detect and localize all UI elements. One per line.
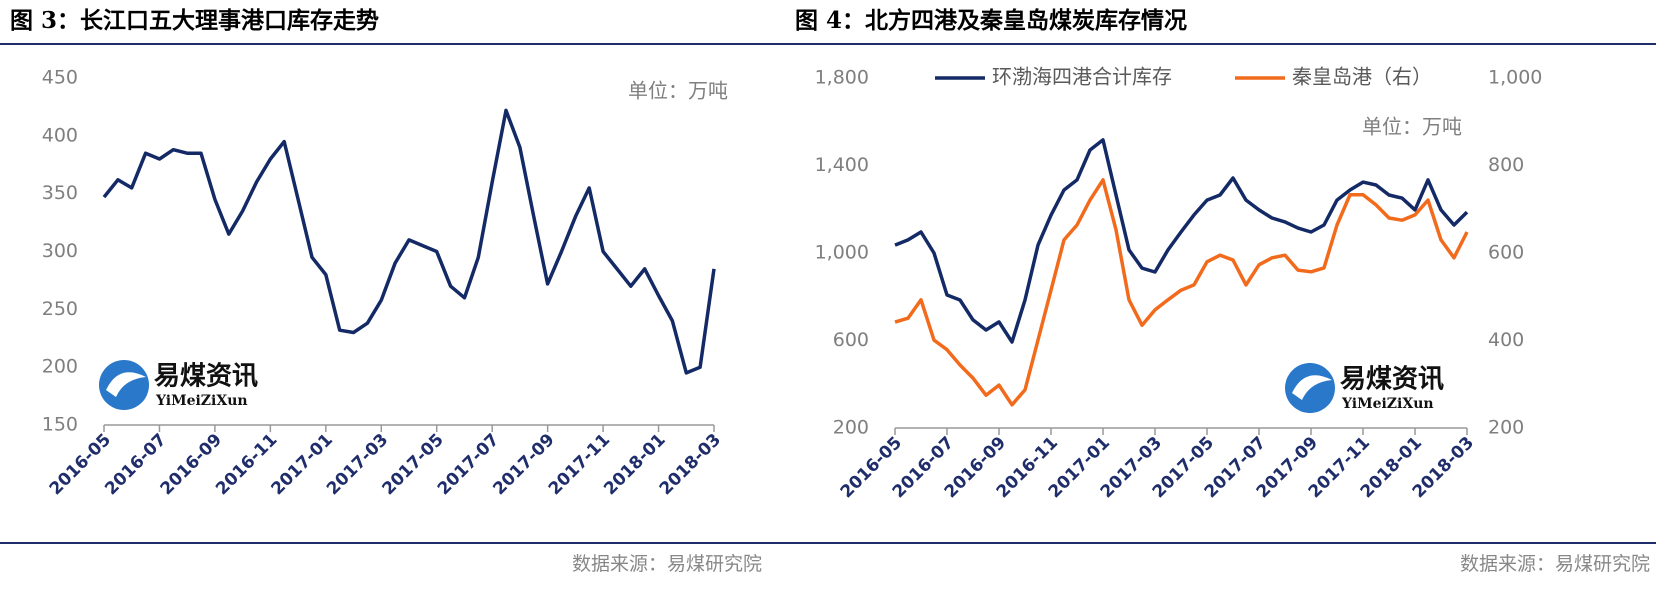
y2-tick-label: 1,000 (1488, 67, 1542, 89)
logo-subtitle: YiMeiZiXun (155, 393, 248, 409)
y-tick-label: 1,000 (815, 242, 869, 264)
unit-label: 单位：万吨 (1362, 115, 1462, 139)
y-tick-label: 400 (42, 124, 78, 146)
y-tick-label: 300 (42, 240, 78, 262)
x-tick-label: 2018-03 (656, 430, 725, 499)
logo-subtitle: YiMeiZiXun (1341, 396, 1434, 412)
y2-tick-label: 200 (1488, 417, 1524, 439)
y-tick-label: 1,400 (815, 154, 869, 176)
y-tick-label: 150 (42, 414, 78, 436)
y-tick-label: 600 (833, 329, 869, 351)
y-tick-label: 200 (833, 417, 869, 439)
logo-name: 易煤资讯 (154, 362, 258, 392)
y2-tick-label: 600 (1488, 242, 1524, 264)
logo-swoosh (1292, 375, 1332, 400)
logo-name: 易煤资讯 (1340, 365, 1444, 395)
source: 数据来源：易煤研究院 (572, 553, 762, 575)
y2-tick-label: 400 (1488, 329, 1524, 351)
y-tick-label: 200 (42, 356, 78, 378)
chart-title: 图 3：长江口五大理事港口库存走势 (10, 7, 379, 34)
y-tick-label: 1,800 (815, 67, 869, 89)
series-line (894, 138, 1469, 344)
unit-label: 单位：万吨 (628, 79, 728, 103)
series-line (102, 108, 716, 375)
logo-swoosh (106, 372, 146, 397)
legend-label: 秦皇岛港（右） (1292, 65, 1432, 89)
legend-label: 环渤海四港合计库存 (992, 65, 1172, 89)
y-tick-label: 250 (42, 298, 78, 320)
chart-title: 图 4：北方四港及秦皇岛煤炭库存情况 (795, 7, 1187, 34)
source: 数据来源：易煤研究院 (1460, 553, 1650, 575)
y-tick-label: 350 (42, 182, 78, 204)
y2-tick-label: 800 (1488, 154, 1524, 176)
series-line (894, 178, 1469, 407)
y-tick-label: 450 (42, 67, 78, 89)
